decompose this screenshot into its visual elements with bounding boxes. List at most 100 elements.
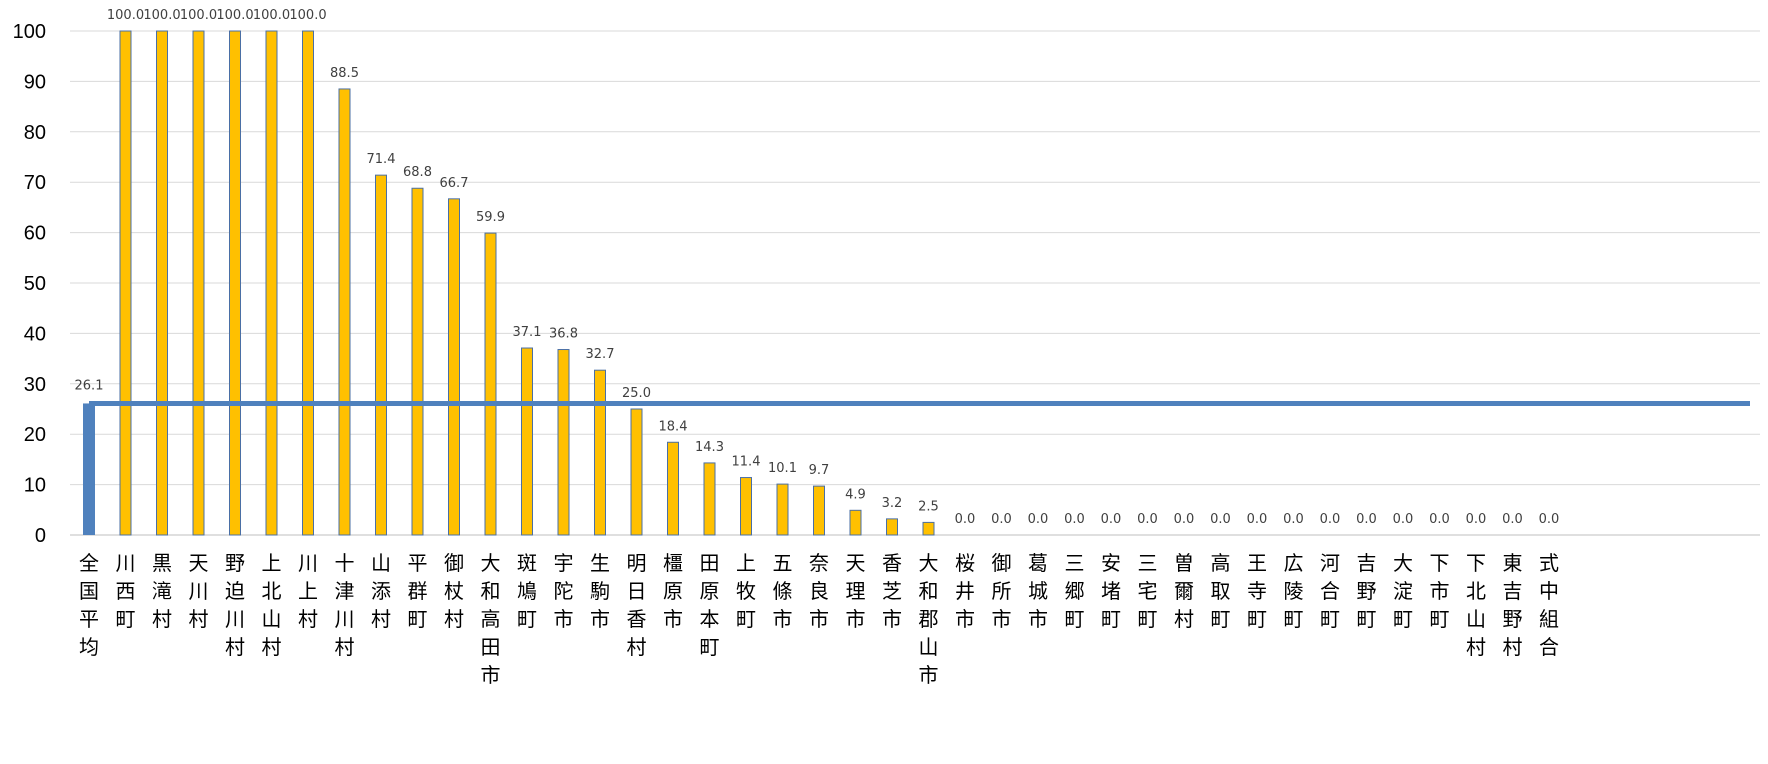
bar-value-label: 0.0 [1247, 512, 1268, 527]
bar-value-label: 0.0 [1101, 512, 1122, 527]
bar [922, 521, 935, 536]
bar-value-label: 0.0 [955, 512, 976, 527]
bar [521, 347, 533, 536]
x-tick-label: 安堵町 [1101, 551, 1121, 631]
x-tick-label: 宇陀市 [554, 551, 574, 631]
x-tick-label: 天川村 [189, 551, 209, 631]
x-tick-label: 下市町 [1430, 551, 1450, 631]
bar-value-label: 18.4 [659, 419, 688, 434]
bar-value-label: 14.3 [695, 440, 724, 455]
y-tick-label: 30 [24, 374, 46, 396]
bar-value-label: 0.0 [1210, 512, 1231, 527]
bar-value-label: 0.0 [1320, 512, 1341, 527]
x-tick-label: 上北山村 [262, 551, 282, 659]
x-tick-label: 式中組合 [1539, 551, 1559, 659]
x-tick-label: 川西町 [116, 551, 136, 631]
y-tick-label: 90 [24, 71, 46, 93]
y-tick-label: 70 [24, 172, 46, 194]
x-tick-label: 平群町 [408, 551, 428, 631]
x-tick-label: 曽爾村 [1174, 551, 1194, 631]
bar-value-label: 37.1 [513, 325, 542, 340]
bar-value-label: 0.0 [1137, 512, 1158, 527]
x-tick-label: 黒滝村 [152, 551, 172, 631]
bar-value-label: 0.0 [1028, 512, 1049, 527]
x-tick-label: 天理市 [846, 551, 866, 631]
x-tick-label: 香芝市 [882, 551, 902, 631]
bar [192, 30, 205, 536]
x-tick-label: 明日香村 [627, 551, 647, 659]
bar [630, 408, 643, 536]
bar [594, 369, 606, 536]
bar-value-label: 0.0 [1502, 512, 1523, 527]
average-value-label: 26.1 [75, 378, 104, 393]
x-tick-label: 桜井市 [955, 551, 975, 631]
bar [886, 518, 898, 536]
bar-value-label: 3.2 [882, 496, 903, 511]
x-tick-label: 三宅町 [1138, 551, 1158, 631]
bar-value-label: 0.0 [1466, 512, 1487, 527]
bar [557, 349, 570, 536]
bar [667, 441, 679, 536]
bar [849, 509, 862, 536]
bar-value-label: 0.0 [1174, 512, 1195, 527]
average-series [83, 400, 1750, 535]
y-tick-label: 100 [13, 21, 46, 43]
y-tick-label: 50 [24, 273, 46, 295]
bar-value-label: 2.5 [918, 499, 939, 514]
bar [265, 30, 278, 536]
gridlines [70, 30, 1760, 536]
x-tick-label: 王寺町 [1247, 551, 1267, 631]
bar-value-label: 4.9 [845, 487, 866, 502]
bar-value-label: 71.4 [367, 152, 396, 167]
bar-value-label: 68.8 [403, 165, 432, 180]
x-tick-label: 御杖村 [444, 551, 464, 631]
x-tick-label: 十津川村 [335, 551, 355, 659]
bar-value-label: 100.0 [253, 8, 290, 23]
bar-value-label: 11.4 [732, 455, 761, 470]
x-tick-label: 上牧町 [736, 551, 756, 631]
x-tick-label: 野迫川村 [225, 551, 245, 659]
bar-value-label: 0.0 [991, 512, 1012, 527]
y-tick-label: 40 [24, 323, 46, 345]
bar-value-label: 59.9 [476, 210, 505, 225]
x-tick-label: 大和高田市 [481, 551, 501, 687]
y-tick-label: 20 [24, 424, 46, 446]
bar-value-label: 88.5 [330, 66, 359, 81]
bar-value-label: 0.0 [1283, 512, 1304, 527]
bar-value-label: 66.7 [440, 176, 469, 191]
bar-value-label: 100.0 [216, 8, 253, 23]
y-tick-label: 10 [24, 475, 46, 497]
x-axis-labels: 全国平均川西町黒滝村天川村野迫川村上北山村川上村十津川村山添村平群町御杖村大和高… [79, 551, 1559, 687]
bar-value-label: 9.7 [809, 463, 830, 478]
y-tick-label: 80 [24, 122, 46, 144]
x-tick-label: 三郷町 [1065, 551, 1085, 631]
average-bar [83, 403, 95, 535]
x-tick-label: 山添村 [371, 551, 391, 631]
bar-value-label: 0.0 [1393, 512, 1414, 527]
bar-value-label: 0.0 [1539, 512, 1560, 527]
bar-value-label: 25.0 [622, 386, 651, 401]
x-tick-label: 御所市 [992, 551, 1012, 631]
bar-value-label: 32.7 [586, 347, 615, 362]
y-axis-ticks: 0 10 20 30 40 50 60 70 80 90 100 [13, 21, 46, 547]
x-tick-label: 奈良市 [809, 551, 829, 631]
x-tick-label: 橿原市 [663, 551, 683, 631]
x-tick-label: 葛城市 [1028, 551, 1048, 631]
bar-value-label: 100.0 [180, 8, 217, 23]
x-tick-label: 斑鳩町 [517, 551, 537, 631]
x-tick-label: 川上村 [298, 551, 318, 631]
bar-value-label: 0.0 [1356, 512, 1377, 527]
x-tick-label: 大淀町 [1393, 551, 1413, 631]
x-tick-label: 五條市 [773, 551, 793, 631]
x-tick-label: 河合町 [1320, 551, 1340, 631]
x-tick-label: 大和郡山市 [919, 551, 939, 687]
x-tick-label: 東吉野村 [1503, 551, 1523, 659]
bar [448, 198, 460, 536]
bars [119, 30, 935, 536]
bar-value-label: 0.0 [1064, 512, 1085, 527]
bar [375, 174, 387, 536]
y-tick-label: 0 [35, 525, 46, 547]
x-tick-label: 生駒市 [590, 551, 610, 631]
